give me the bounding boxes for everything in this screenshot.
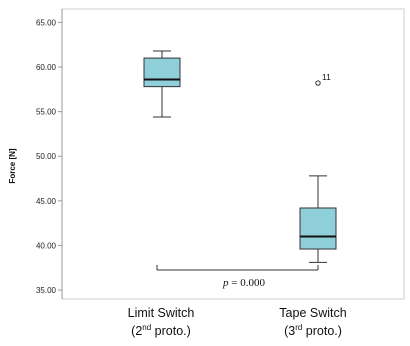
significance-bracket: p = 0.000 [156, 265, 319, 289]
boxes: 11 [143, 50, 337, 263]
box-group: 11 [299, 72, 337, 263]
category-label-line2: (3rd proto.) [284, 323, 342, 338]
iqr-box [143, 57, 181, 88]
p-value-label: p = 0.000 [222, 277, 265, 289]
category-label-line1: Tape Switch [279, 306, 346, 320]
box-group [143, 50, 181, 118]
category-label-line2: (2nd proto.) [131, 323, 191, 338]
outlier-point [315, 80, 321, 86]
y-axis-label: Force [N] [8, 148, 17, 183]
iqr-box [299, 207, 337, 250]
y-tick-label: 55.00 [36, 108, 57, 117]
category-label-tape-switch: Tape Switch (3rd proto.) [279, 306, 346, 338]
y-tick-label: 60.00 [36, 63, 57, 72]
y-tick-label: 50.00 [36, 152, 57, 161]
category-label-limit-switch: Limit Switch (2nd proto.) [128, 306, 195, 338]
y-tick-label: 45.00 [36, 197, 57, 206]
y-axis: 35.00 40.00 45.00 50.00 55.00 60.00 65.00 [36, 18, 62, 295]
outlier-label: 11 [322, 72, 331, 82]
y-tick-label: 65.00 [36, 18, 57, 27]
y-tick-label: 35.00 [36, 286, 57, 295]
category-label-line1: Limit Switch [128, 306, 195, 320]
y-tick-label: 40.00 [36, 241, 57, 250]
plot-area [61, 8, 405, 300]
